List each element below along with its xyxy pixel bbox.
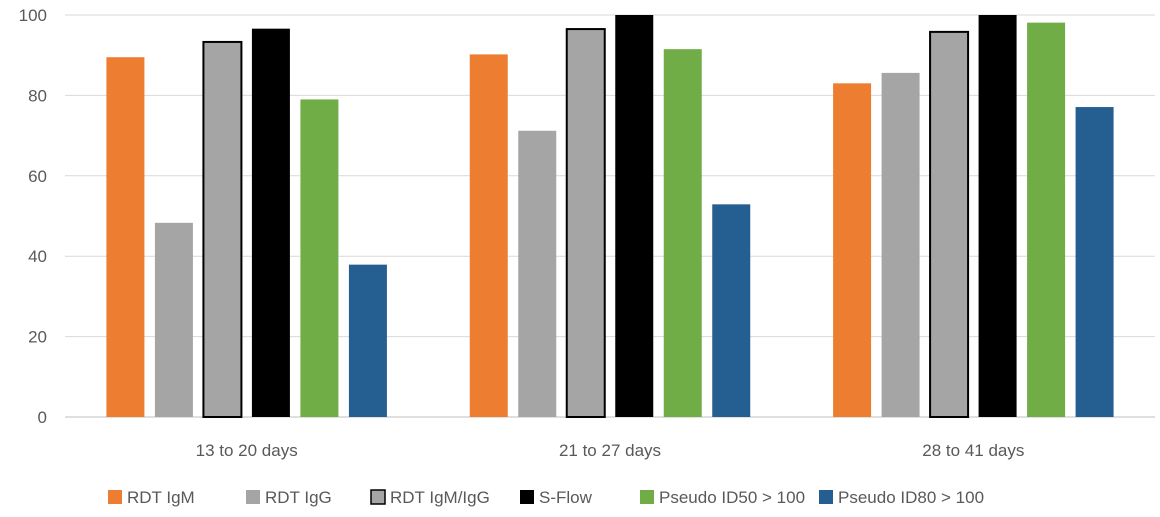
y-tick-label: 60 — [28, 167, 47, 186]
legend-swatch — [246, 490, 260, 504]
legend-swatch — [640, 490, 654, 504]
legend-swatch — [108, 490, 122, 504]
legend-label: RDT IgM — [127, 488, 195, 507]
legend-swatch — [370, 489, 386, 505]
y-axis-tick-labels: 0 20 40 60 80 100 — [19, 6, 47, 427]
bar-rdt-igg-1 — [154, 222, 193, 417]
legend-label: RDT IgG — [265, 488, 332, 507]
bar-s-flow-3 — [978, 15, 1017, 417]
bar-pseudo-id50-100-2 — [663, 49, 702, 418]
legend-label: Pseudo ID80 > 100 — [838, 488, 984, 507]
x-axis-category-labels: 13 to 20 days 21 to 27 days 28 to 41 days — [196, 441, 1025, 460]
bar-pseudo-id50-100-1 — [300, 99, 339, 418]
y-tick-label: 100 — [19, 6, 47, 25]
bar-pseudo-id80-100-3 — [1075, 107, 1114, 418]
legend-label: RDT IgM/IgG — [390, 488, 490, 507]
bar-rdt-igm-1 — [106, 57, 145, 418]
legend-swatch — [819, 490, 833, 504]
x-category-label: 28 to 41 days — [922, 441, 1024, 460]
bars — [106, 15, 1114, 419]
bar-rdt-igm-igg-2 — [565, 28, 606, 418]
y-tick-label: 20 — [28, 328, 47, 347]
bar-rdt-igg-2 — [518, 130, 557, 417]
bar-rdt-igm-igg-1 — [202, 40, 243, 419]
bar-rdt-igm-3 — [833, 83, 872, 417]
legend: RDT IgM RDT IgG RDT IgM/IgG S-Flow Pseudo ID… — [108, 488, 984, 507]
bar-s-flow-1 — [251, 28, 290, 417]
legend-swatch — [520, 490, 534, 504]
legend-label: Pseudo ID50 > 100 — [659, 488, 805, 507]
bar-s-flow-2 — [615, 15, 654, 417]
bar-rdt-igm-2 — [469, 54, 508, 418]
bar-rdt-igg-3 — [881, 72, 920, 417]
bar-pseudo-id80-100-2 — [712, 204, 751, 417]
bar-pseudo-id50-100-3 — [1027, 22, 1066, 417]
x-category-label: 21 to 27 days — [559, 441, 661, 460]
y-tick-label: 0 — [38, 408, 47, 427]
bar-rdt-igm-igg-3 — [929, 30, 970, 418]
y-tick-label: 40 — [28, 247, 47, 266]
legend-label: S-Flow — [539, 488, 593, 507]
bar-pseudo-id80-100-1 — [348, 264, 387, 417]
gridlines — [65, 14, 1155, 418]
y-tick-label: 80 — [28, 86, 47, 105]
x-category-label: 13 to 20 days — [196, 441, 298, 460]
